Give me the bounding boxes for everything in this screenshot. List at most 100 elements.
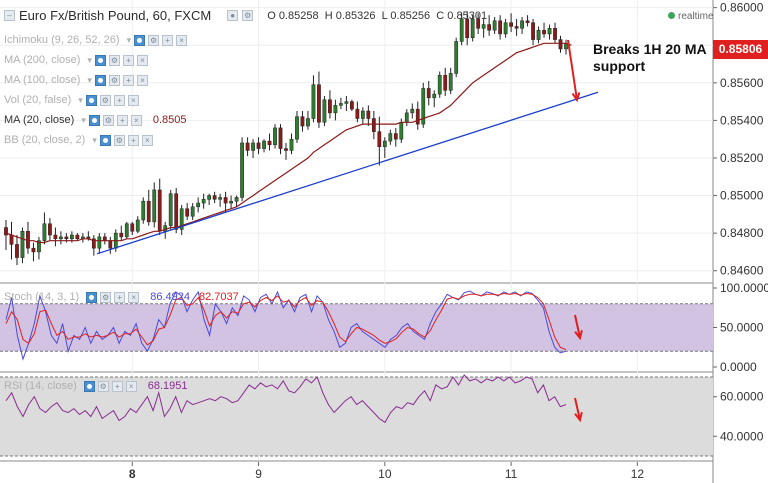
indicator-row: MA (200, close) ▾ ⚙ + × [4, 54, 159, 66]
indicator-label: Vol (20, false) [4, 94, 72, 106]
eye-icon[interactable] [134, 34, 146, 46]
chevron-down-icon[interactable]: ▾ [78, 94, 83, 105]
indicator-label: Ichimoku (9, 26, 52, 26) [4, 34, 120, 46]
chevron-down-icon[interactable]: ▾ [81, 114, 86, 125]
candle-body [481, 24, 486, 29]
candle-body [350, 101, 354, 110]
eye-icon[interactable] [94, 74, 106, 86]
rsi-tick-label: 40.0000 [720, 429, 764, 443]
chevron-down-icon[interactable]: ▾ [87, 54, 92, 65]
candle-body [415, 108, 420, 125]
eye-icon[interactable] [99, 134, 111, 146]
candle-body [520, 20, 524, 29]
settings-icon[interactable]: ⚙ [100, 291, 112, 303]
candle-body [333, 105, 338, 114]
add-icon[interactable]: + [127, 134, 139, 146]
candle-body [328, 99, 332, 114]
eye-icon[interactable] [83, 380, 95, 392]
candle-body [9, 234, 14, 245]
candle-body [190, 206, 195, 217]
candle-body [245, 142, 250, 151]
settings-icon[interactable]: ⚙ [148, 34, 160, 46]
candle-body [59, 236, 63, 240]
candle-body [218, 197, 222, 200]
candle-body [388, 133, 393, 142]
candle-body [53, 234, 58, 240]
eye-icon[interactable] [94, 54, 106, 66]
candle-body [284, 148, 288, 151]
indicator-label: MA (100, close) [4, 74, 81, 86]
candle-body [146, 200, 151, 223]
add-icon[interactable]: + [122, 54, 134, 66]
candle-body [234, 197, 239, 202]
chevron-down-icon[interactable]: ▾ [126, 34, 132, 45]
candle-body [553, 28, 557, 40]
add-icon[interactable]: + [113, 94, 125, 106]
add-icon[interactable]: + [114, 291, 126, 303]
rsi-tick-label: 60.0000 [720, 390, 764, 404]
settings-icon[interactable]: ⚙ [102, 114, 114, 126]
settings-icon[interactable]: ⚙ [242, 10, 254, 21]
candle-body [355, 108, 360, 119]
candle-body [360, 110, 365, 119]
add-icon[interactable]: + [111, 380, 123, 392]
close-icon[interactable]: × [141, 134, 153, 146]
settings-icon[interactable]: ⚙ [99, 94, 111, 106]
close-icon[interactable]: × [125, 380, 137, 392]
close-icon[interactable]: × [136, 54, 148, 66]
eye-icon[interactable] [85, 94, 97, 106]
eye-icon[interactable] [86, 291, 98, 303]
candles [4, 11, 568, 266]
add-icon[interactable]: + [122, 74, 134, 86]
eye-icon[interactable] [88, 114, 100, 126]
candle-body [459, 18, 464, 42]
rsi-header: RSI (14, close) ⚙ + × 68.1951 [4, 380, 188, 392]
candle-body [344, 101, 349, 104]
close-icon[interactable]: × [136, 74, 148, 86]
stoch-k-value: 86.4924 [150, 291, 190, 303]
candle-body [514, 26, 519, 29]
settings-icon[interactable]: ⚙ [97, 380, 109, 392]
candle-body [135, 219, 140, 232]
candle-body [531, 22, 535, 40]
close-icon[interactable]: × [176, 34, 188, 46]
candle-body [492, 20, 497, 31]
chevron-down-icon[interactable]: ▾ [87, 74, 92, 85]
candle-body [377, 131, 382, 147]
settings-icon[interactable]: ⚙ [108, 54, 120, 66]
collapse-icon[interactable]: – [4, 10, 15, 21]
candle-body [547, 28, 552, 35]
close-icon[interactable]: × [128, 291, 140, 303]
candle-body [421, 88, 426, 125]
low-value: 0.85256 [390, 9, 431, 22]
candle-body [4, 227, 8, 236]
add-icon[interactable]: + [162, 34, 174, 46]
red-arrow-head-icon [574, 329, 583, 341]
candle-body [141, 200, 146, 221]
candle-body [174, 193, 179, 230]
candle-body [273, 127, 277, 146]
candle-body [454, 41, 459, 74]
indicator-row: Vol (20, false) ▾ ⚙ + × [4, 94, 150, 106]
stoch-tick-label: 50.0000 [720, 321, 764, 335]
candle-body [31, 247, 36, 253]
indicator-row: MA (20, close) ▾ ⚙ + × 0.8505 [4, 114, 187, 126]
annotation-line-1: Breaks 1H 20 MA [593, 41, 707, 57]
stoch-k-line [5, 290, 567, 361]
x-tick-label: 8 [129, 467, 136, 481]
chevron-down-icon[interactable]: ▾ [92, 134, 97, 145]
high-label: H [324, 9, 333, 22]
close-icon[interactable]: × [127, 94, 139, 106]
settings-icon[interactable]: ⚙ [113, 134, 125, 146]
candle-body [410, 108, 415, 114]
status-dot-icon [668, 12, 675, 19]
settings-icon[interactable]: ⚙ [108, 74, 120, 86]
annotation-line-2: support [593, 58, 646, 74]
close-icon[interactable]: × [130, 114, 142, 126]
close-label: C [436, 9, 445, 22]
candle-body [97, 236, 102, 249]
eye-icon[interactable]: ● [227, 10, 239, 21]
add-icon[interactable]: + [116, 114, 128, 126]
candle-body [91, 238, 96, 249]
